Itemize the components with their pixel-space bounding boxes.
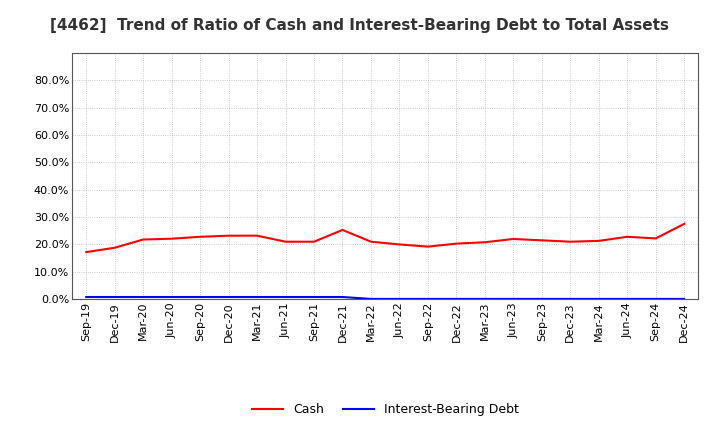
Cash: [395, 242, 404, 247]
Line: Cash: Cash: [86, 224, 684, 252]
Interest-Bearing Debt: [110, 294, 119, 300]
Interest-Bearing Debt: [452, 296, 461, 301]
Line: Interest-Bearing Debt: Interest-Bearing Debt: [86, 297, 684, 299]
Interest-Bearing Debt: [338, 294, 347, 300]
Interest-Bearing Debt: [395, 296, 404, 301]
Interest-Bearing Debt: [680, 296, 688, 301]
Interest-Bearing Debt: [623, 296, 631, 301]
Cash: [423, 244, 432, 249]
Cash: [110, 245, 119, 250]
Legend: Cash, Interest-Bearing Debt: Cash, Interest-Bearing Debt: [247, 398, 523, 421]
Interest-Bearing Debt: [139, 294, 148, 300]
Interest-Bearing Debt: [366, 296, 375, 301]
Cash: [310, 239, 318, 244]
Interest-Bearing Debt: [225, 294, 233, 300]
Cash: [452, 241, 461, 246]
Interest-Bearing Debt: [595, 296, 603, 301]
Interest-Bearing Debt: [480, 296, 489, 301]
Cash: [253, 233, 261, 238]
Interest-Bearing Debt: [566, 296, 575, 301]
Interest-Bearing Debt: [82, 294, 91, 300]
Cash: [480, 240, 489, 245]
Cash: [623, 234, 631, 239]
Interest-Bearing Debt: [509, 296, 518, 301]
Interest-Bearing Debt: [537, 296, 546, 301]
Cash: [566, 239, 575, 244]
Interest-Bearing Debt: [253, 294, 261, 300]
Interest-Bearing Debt: [423, 296, 432, 301]
Cash: [652, 236, 660, 241]
Cash: [196, 234, 204, 239]
Interest-Bearing Debt: [310, 294, 318, 300]
Cash: [537, 238, 546, 243]
Interest-Bearing Debt: [282, 294, 290, 300]
Cash: [338, 227, 347, 233]
Interest-Bearing Debt: [196, 294, 204, 300]
Cash: [509, 236, 518, 242]
Cash: [139, 237, 148, 242]
Cash: [595, 238, 603, 243]
Text: [4462]  Trend of Ratio of Cash and Interest-Bearing Debt to Total Assets: [4462] Trend of Ratio of Cash and Intere…: [50, 18, 670, 33]
Interest-Bearing Debt: [652, 296, 660, 301]
Cash: [282, 239, 290, 244]
Cash: [167, 236, 176, 241]
Cash: [82, 249, 91, 255]
Cash: [366, 239, 375, 244]
Cash: [225, 233, 233, 238]
Interest-Bearing Debt: [167, 294, 176, 300]
Cash: [680, 221, 688, 227]
